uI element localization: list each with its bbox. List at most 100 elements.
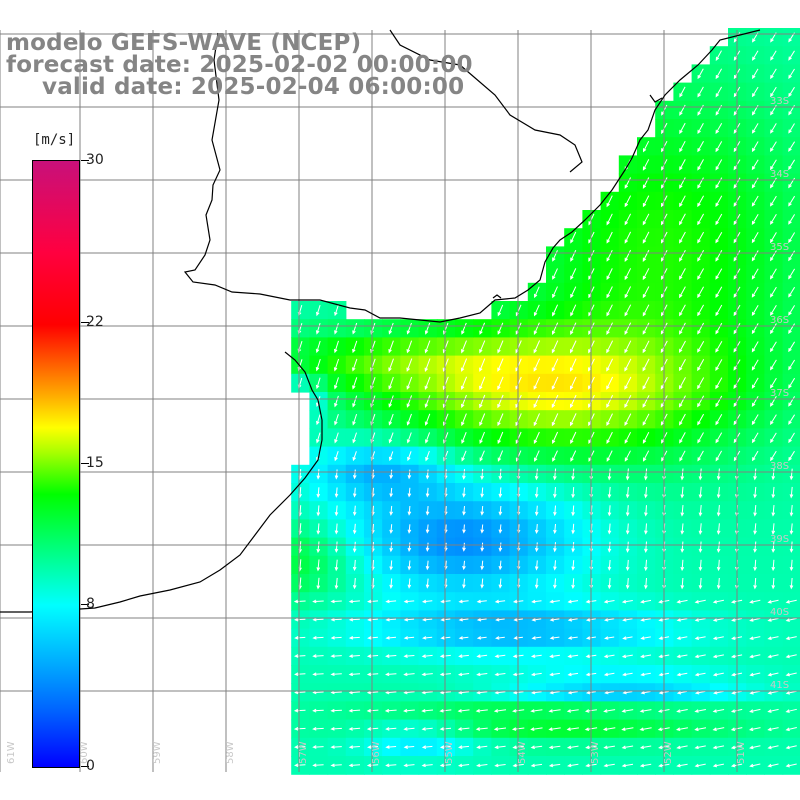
- wind-arrow: [751, 377, 759, 389]
- wind-arrow: [767, 636, 779, 640]
- wind-arrow: [749, 708, 761, 713]
- wind-arrow: [715, 195, 723, 207]
- wind-arrow: [421, 727, 433, 731]
- wind-arrow: [461, 322, 467, 335]
- wind-arrow: [788, 195, 796, 207]
- wind-arrow: [788, 377, 796, 389]
- wind-arrow: [385, 654, 397, 658]
- wind-arrow: [316, 487, 321, 499]
- wind-arrow: [625, 523, 630, 535]
- wind-arrow: [697, 432, 704, 444]
- title-forecast-date: forecast date: 2025-02-02 00:00:00: [6, 52, 473, 78]
- latitude-label: 40S: [770, 607, 789, 618]
- wind-arrow: [385, 672, 397, 677]
- lat-lon-grid: [0, 30, 800, 772]
- wind-arrow: [352, 559, 357, 572]
- longitude-label: 59W: [152, 741, 163, 764]
- wind-arrow: [639, 727, 652, 731]
- wind-arrow: [640, 618, 651, 622]
- wind-arrow: [770, 396, 777, 407]
- wind-arrow: [462, 524, 466, 534]
- wind-arrow: [712, 618, 724, 622]
- wind-arrow: [770, 86, 777, 98]
- wind-arrow: [534, 505, 539, 517]
- wind-arrow: [622, 672, 633, 677]
- wind-arrow: [606, 358, 614, 372]
- wind-arrow: [462, 487, 466, 498]
- wind-arrow: [767, 617, 779, 622]
- wind-arrow: [330, 635, 342, 640]
- wind-arrow: [439, 672, 451, 677]
- wind-arrow: [606, 286, 613, 299]
- wind-arrow: [316, 523, 321, 535]
- wind-arrow: [607, 523, 612, 535]
- wind-arrow: [676, 618, 688, 622]
- wind-arrow: [785, 672, 797, 677]
- wind-arrow: [334, 377, 339, 390]
- wind-direction-arrows: [293, 32, 797, 768]
- wind-arrow: [570, 304, 577, 317]
- wind-arrow: [788, 86, 795, 98]
- wind-arrow: [385, 690, 397, 695]
- wind-arrow: [494, 599, 506, 604]
- wind-arrow: [479, 413, 486, 427]
- wind-arrow: [770, 50, 777, 61]
- wind-arrow: [642, 231, 650, 244]
- wind-arrow: [315, 377, 321, 390]
- wind-arrow: [462, 506, 466, 516]
- wind-arrow: [567, 599, 579, 604]
- wind-arrow: [425, 524, 430, 534]
- wind-arrow: [716, 486, 721, 499]
- wind-arrow: [480, 487, 484, 498]
- wind-arrow: [531, 599, 542, 604]
- wind-arrow: [606, 431, 613, 444]
- wind-arrow: [788, 450, 795, 462]
- wind-arrow: [389, 524, 394, 534]
- wind-arrow: [753, 577, 757, 590]
- wind-arrow: [771, 577, 776, 590]
- wind-arrow: [497, 322, 504, 335]
- wind-arrow: [625, 468, 630, 481]
- wind-arrow: [789, 577, 794, 590]
- wind-arrow: [751, 414, 759, 426]
- wind-arrow: [712, 636, 724, 640]
- wind-arrow: [624, 231, 632, 244]
- wind-arrow: [348, 690, 361, 695]
- wind-arrow: [531, 636, 542, 640]
- wind-arrow: [533, 431, 540, 445]
- wind-arrow: [715, 141, 723, 153]
- wind-arrow: [712, 654, 724, 659]
- wind-arrow: [716, 468, 721, 481]
- wind-arrow: [606, 268, 613, 281]
- wind-arrow: [770, 414, 777, 425]
- wind-arrow: [767, 727, 779, 732]
- wind-arrow: [606, 231, 613, 244]
- wind-arrow: [679, 413, 686, 426]
- wind-arrow: [770, 141, 777, 152]
- wind-arrow: [698, 541, 703, 553]
- latitude-label: 33S: [770, 96, 789, 107]
- wind-arrow: [749, 617, 761, 622]
- wind-arrow: [312, 617, 324, 622]
- colorbar-tick-label: 8: [86, 596, 95, 613]
- wind-arrow: [604, 636, 615, 640]
- wind-arrow: [425, 578, 430, 589]
- wind-arrow: [439, 654, 451, 658]
- wind-arrow: [789, 486, 794, 499]
- wind-arrow: [552, 268, 558, 280]
- wind-arrow: [678, 358, 686, 372]
- wind-arrow: [476, 636, 487, 640]
- wind-arrow: [389, 487, 394, 498]
- wind-arrow: [531, 617, 542, 622]
- wind-arrow: [751, 86, 759, 98]
- latitude-label: 41S: [770, 680, 789, 691]
- wind-arrow: [476, 599, 487, 604]
- wind-arrow: [530, 654, 542, 658]
- wind-arrow: [494, 690, 506, 695]
- wind-arrow: [621, 727, 634, 731]
- wind-arrow: [788, 341, 796, 353]
- wind-arrow: [494, 654, 506, 658]
- wind-arrow: [421, 690, 433, 695]
- wind-arrow: [330, 672, 342, 677]
- wind-arrow: [352, 505, 357, 517]
